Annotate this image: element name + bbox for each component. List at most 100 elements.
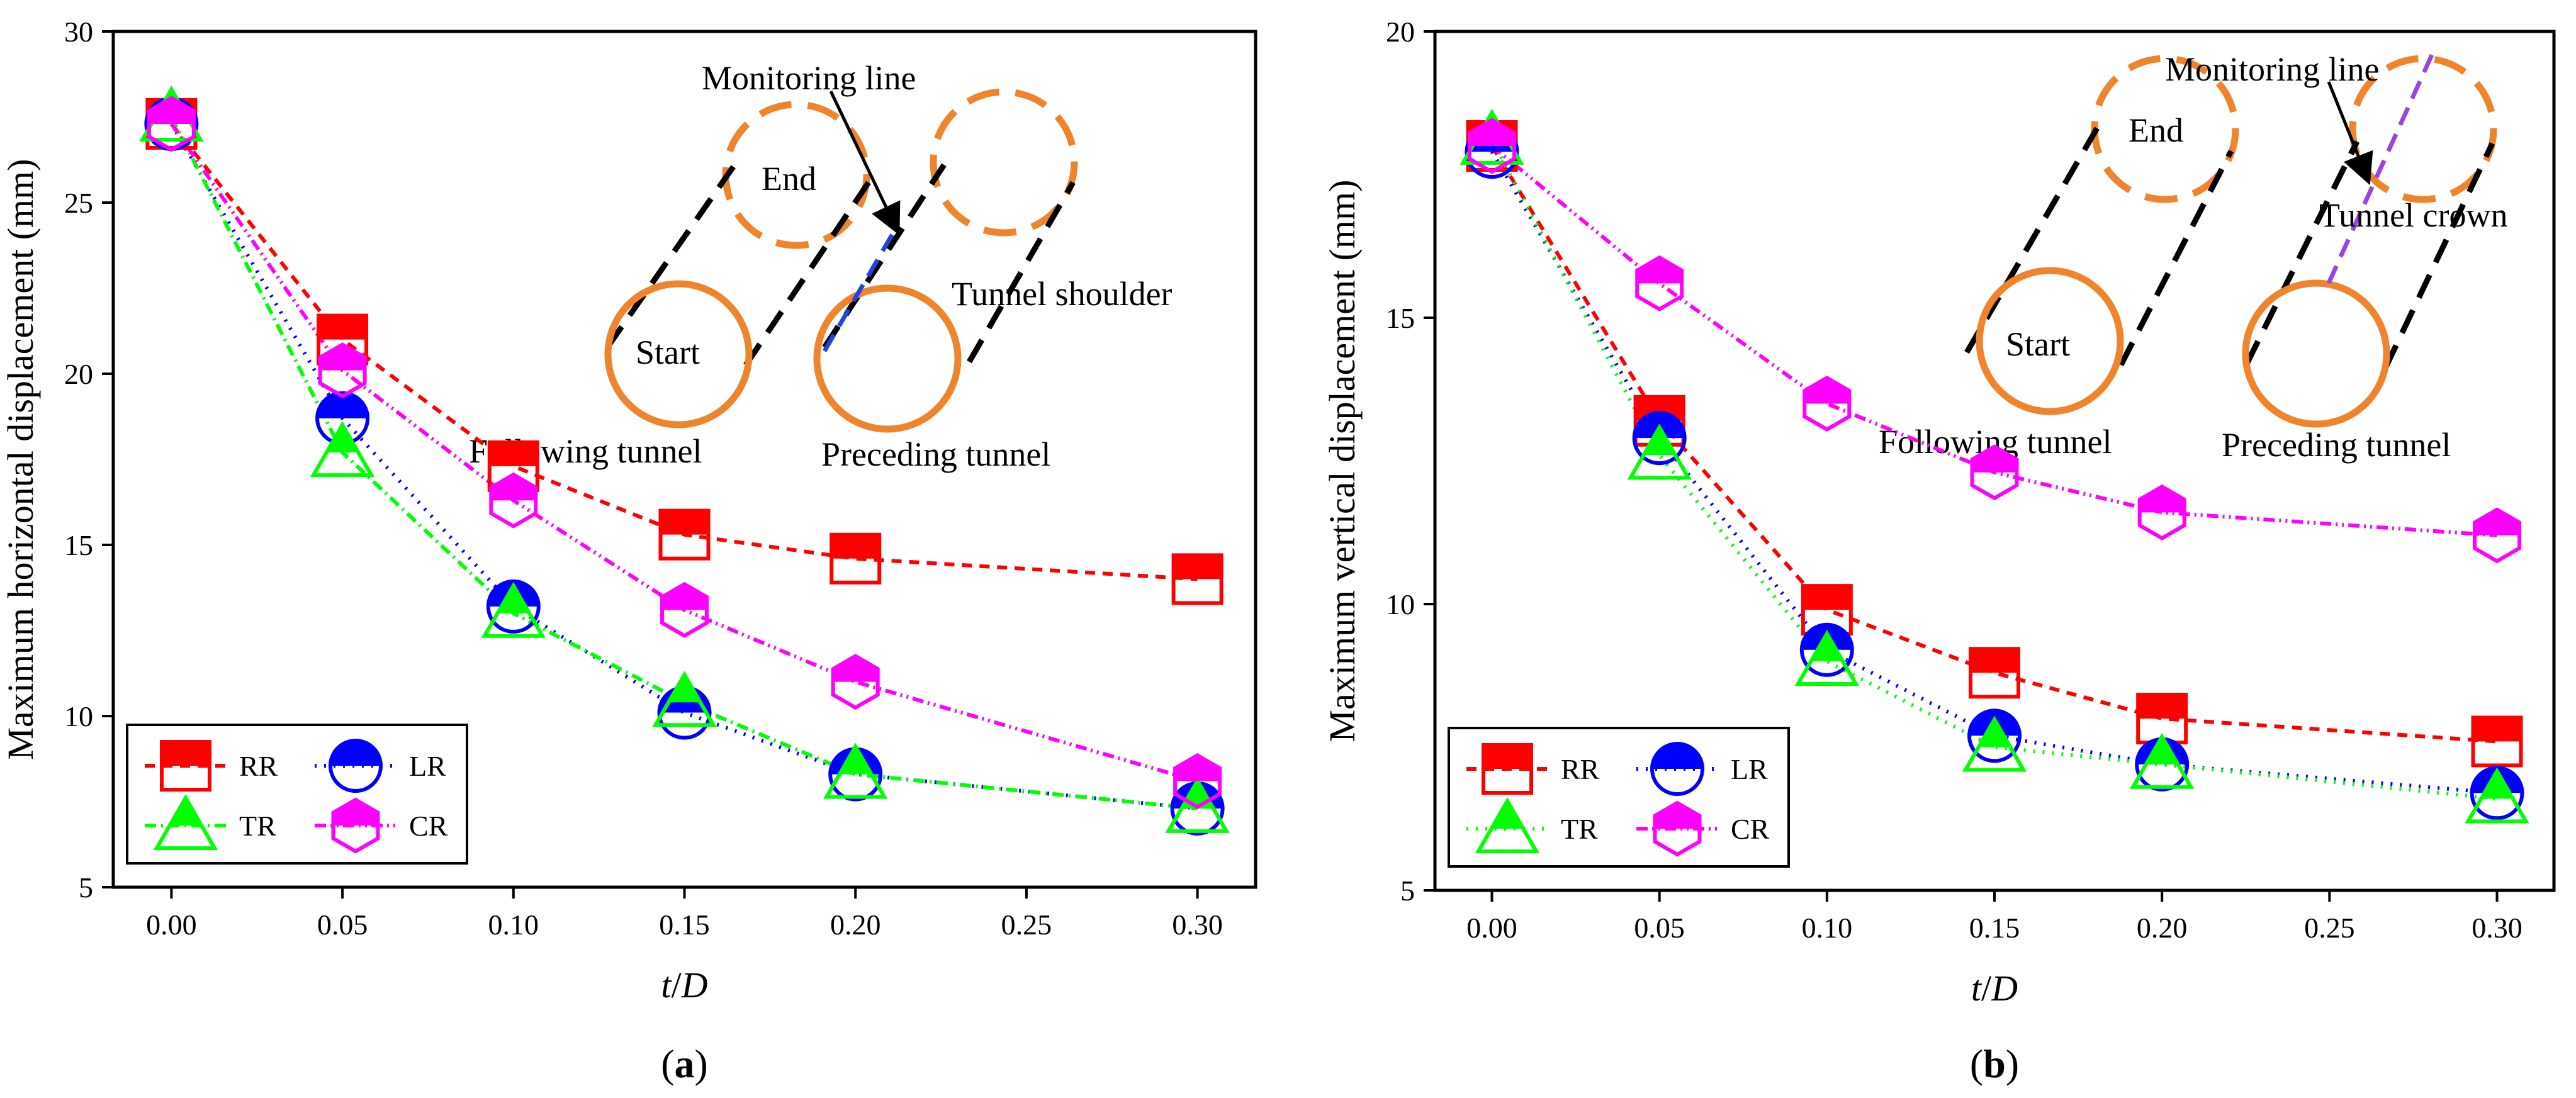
legend-label-tr: TR: [1561, 813, 1598, 845]
data-point: [310, 421, 375, 478]
panel-b: Monitoring line End Start Tunnel crown F…: [1322, 16, 2556, 1086]
preceding-tunnel-label: Preceding tunnel: [821, 435, 1050, 473]
x-tick-label: 0.05: [1634, 912, 1685, 944]
data-point: [660, 581, 709, 638]
legend-label-rr: RR: [239, 750, 278, 782]
end-label: End: [2129, 111, 2183, 149]
series-line-cr: [1490, 144, 2497, 537]
y-tick-label: 5: [1400, 875, 1415, 907]
x-axis-label: t/D: [661, 965, 707, 1006]
end-circle-preceding: [930, 88, 1078, 237]
y-tick-label: 20: [1386, 16, 1415, 48]
envelope-line: [2382, 142, 2495, 369]
y-axis-label: Maximum vertical displacement (mm): [1322, 180, 1363, 742]
series-line-rr: [170, 123, 1198, 581]
legend: RR LR TR CR: [1448, 727, 1790, 868]
x-tick-label: 0.20: [2137, 912, 2188, 944]
monitoring-arrow: [829, 90, 901, 236]
x-tick-label: 0.00: [1466, 912, 1517, 944]
x-tick-label: 0.15: [659, 909, 710, 941]
panel-a: Monitoring line End Start Tunnel shoulde…: [0, 16, 1257, 1086]
data-point: [1653, 800, 1702, 857]
y-axis-label: Maximum horizontal displacement (mm): [0, 159, 41, 759]
data-point: [1803, 376, 1852, 432]
data-point: [318, 342, 367, 399]
legend-label-rr: RR: [1561, 753, 1600, 785]
envelope-line: [743, 181, 871, 367]
x-tick-label: 0.05: [317, 909, 368, 941]
data-point: [2137, 484, 2186, 541]
data-point: [1794, 629, 1860, 686]
envelope-line: [1964, 118, 2105, 354]
data-point: [823, 742, 888, 799]
data-point: [831, 654, 880, 710]
legend-label-lr: LR: [1731, 753, 1768, 785]
data-point: [147, 96, 196, 152]
data-point: [1482, 743, 1533, 795]
data-point: [1171, 553, 1223, 605]
data-point: [1635, 255, 1684, 311]
series-line-cr: [169, 123, 1198, 783]
y-tick-label: 30: [64, 16, 93, 48]
start-circle-following: [1976, 267, 2124, 415]
data-point: [2473, 507, 2521, 564]
data-point: [1627, 423, 1692, 480]
monitoring-line-label: Monitoring line: [702, 59, 916, 97]
data-point: [658, 508, 711, 561]
tunnel-schematic-a: Monitoring line End Start Tunnel shoulde…: [469, 59, 1173, 473]
monitoring-line-segment: [822, 225, 899, 352]
x-tick-label: 0.10: [1802, 912, 1853, 944]
panel-label: (b): [1970, 1041, 2019, 1086]
x-tick-label: 0.00: [146, 909, 197, 941]
data-point: [830, 532, 882, 585]
monitoring-line-label: Monitoring line: [2165, 50, 2379, 88]
legend-label-tr: TR: [239, 810, 276, 842]
envelope-line: [2118, 149, 2234, 367]
data-point: [2471, 715, 2523, 768]
y-tick-label: 20: [64, 358, 93, 390]
data-point: [329, 739, 383, 793]
data-point: [1468, 118, 1516, 174]
end-circle-preceding: [2349, 55, 2497, 203]
data-point: [1173, 753, 1222, 809]
envelope-line: [2244, 140, 2360, 365]
y-tick-label: 15: [1386, 302, 1415, 334]
data-point: [2129, 732, 2195, 789]
start-label: Start: [2006, 325, 2070, 363]
data-point: [1970, 444, 2019, 501]
y-tick-label: 10: [1386, 588, 1415, 620]
data-point: [160, 740, 211, 792]
start-circle-preceding: [813, 284, 962, 433]
series-line-tr: [169, 116, 1198, 810]
data-point: [2465, 767, 2529, 824]
y-tick-label: 5: [79, 871, 93, 904]
legend-label-cr: CR: [409, 810, 448, 842]
legend: RR LR TR CR: [126, 724, 468, 865]
data-point: [331, 797, 380, 854]
x-tick-label: 0.20: [830, 909, 881, 941]
data-point: [652, 671, 717, 727]
tunnel-location-label: Tunnel shoulder: [952, 275, 1173, 313]
x-tick-label: 0.30: [2472, 912, 2523, 944]
data-point: [1475, 797, 1540, 853]
envelope-line: [967, 181, 1076, 364]
x-axis-label: t/D: [1971, 968, 2018, 1009]
envelope-line: [605, 160, 739, 349]
x-tick-label: 0.30: [1172, 909, 1223, 941]
x-tick-label: 0.15: [1969, 912, 2020, 944]
y-tick-label: 10: [64, 700, 93, 732]
monitoring-line-segment: [2326, 52, 2435, 284]
end-label: End: [762, 160, 816, 198]
data-point: [481, 581, 546, 638]
start-circle-following: [604, 280, 753, 429]
y-tick-label: 25: [64, 187, 93, 219]
data-point: [1650, 742, 1704, 796]
series-line-rr: [1490, 145, 2497, 744]
tunnel-location-label: Tunnel crown: [2319, 196, 2508, 234]
monitoring-arrow: [2327, 81, 2373, 186]
x-tick-label: 0.10: [488, 909, 539, 941]
legend-label-lr: LR: [409, 750, 446, 782]
series-line-lr: [169, 123, 1198, 810]
x-tick-label: 0.25: [1001, 909, 1052, 941]
